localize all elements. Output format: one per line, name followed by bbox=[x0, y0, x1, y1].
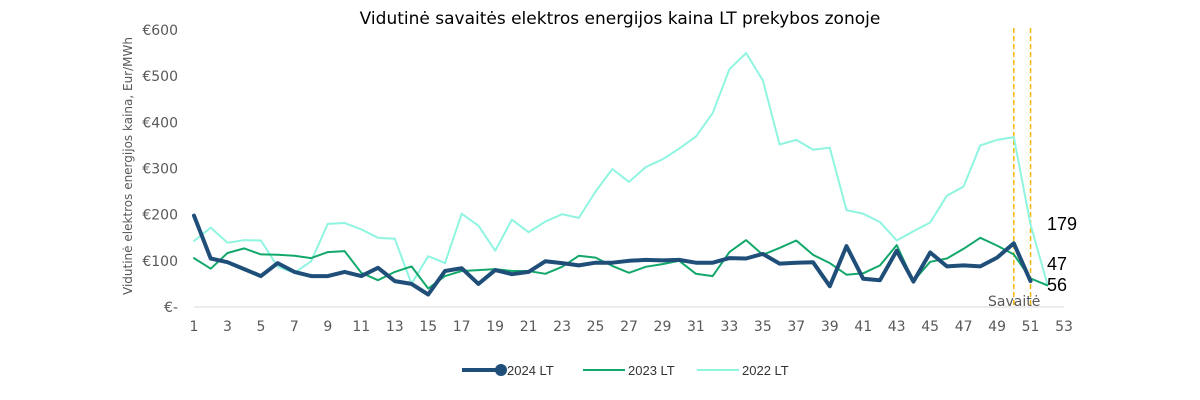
x-tick-label: 13 bbox=[386, 319, 404, 335]
x-tick-label: 5 bbox=[256, 319, 265, 335]
x-tick-label: 3 bbox=[223, 319, 232, 335]
series-line-2022-lt bbox=[193, 52, 1049, 285]
x-tick-label: 37 bbox=[787, 319, 805, 335]
y-tick-label: €300 bbox=[142, 162, 178, 178]
x-tick-label: 47 bbox=[955, 319, 973, 335]
x-tick-label: 11 bbox=[352, 319, 370, 335]
x-tick-label: 27 bbox=[620, 319, 638, 335]
x-tick-label: 53 bbox=[1055, 319, 1073, 335]
series-line-2024-lt bbox=[192, 213, 1033, 297]
y-axis-ticks: €- €100 €200 €300 €400 €500 €600 bbox=[142, 23, 178, 316]
x-tick-label: 43 bbox=[888, 319, 906, 335]
x-tick-label: 15 bbox=[419, 319, 437, 335]
y-tick-label: €500 bbox=[142, 69, 178, 85]
y-tick-label: €200 bbox=[142, 208, 178, 224]
week-marker-label: Savaitė bbox=[988, 294, 1040, 310]
end-label-2024-lt: 56 bbox=[1047, 275, 1067, 295]
x-tick-label: 39 bbox=[821, 319, 839, 335]
x-tick-label: 45 bbox=[921, 319, 939, 335]
y-tick-label: €- bbox=[164, 300, 178, 316]
x-tick-label: 7 bbox=[290, 319, 299, 335]
legend: 2024 LT 2023 LT 2022 LT bbox=[462, 363, 789, 378]
series-layer bbox=[192, 52, 1049, 297]
x-tick-label: 35 bbox=[754, 319, 772, 335]
legend-marker-2024-lt bbox=[495, 364, 507, 376]
legend-label-2022-lt: 2022 LT bbox=[742, 363, 789, 378]
end-label-2022-lt: 179 bbox=[1047, 214, 1077, 234]
y-tick-label: €400 bbox=[142, 115, 178, 131]
x-axis-ticks: 1 3 5 7 9 11 13 15 17 19 21 23 25 27 29 31 33 35 37 39 41 43 4… bbox=[190, 319, 1073, 335]
x-tick-label: 51 bbox=[1022, 319, 1040, 335]
y-axis-label: Vidutinė elektros energijos kaina, Eur/M… bbox=[121, 37, 135, 295]
x-tick-label: 17 bbox=[453, 319, 471, 335]
y-tick-label: €100 bbox=[142, 254, 178, 270]
x-tick-label: 19 bbox=[486, 319, 504, 335]
x-tick-label: 49 bbox=[988, 319, 1006, 335]
x-tick-label: 9 bbox=[323, 319, 332, 335]
legend-label-2023-lt: 2023 LT bbox=[628, 363, 675, 378]
x-tick-label: 29 bbox=[654, 319, 672, 335]
legend-label-2024-lt: 2024 LT bbox=[507, 363, 554, 378]
chart-title: Vidutinė savaitės elektros energijos kai… bbox=[360, 9, 881, 29]
x-tick-label: 25 bbox=[587, 319, 605, 335]
x-tick-label: 1 bbox=[190, 319, 199, 335]
end-label-2023-lt: 47 bbox=[1047, 254, 1067, 274]
x-tick-label: 21 bbox=[520, 319, 538, 335]
x-tick-label: 33 bbox=[720, 319, 738, 335]
x-tick-label: 23 bbox=[553, 319, 571, 335]
current-week-marker: Savaitė bbox=[988, 28, 1040, 310]
x-tick-label: 31 bbox=[687, 319, 705, 335]
x-tick-label: 41 bbox=[854, 319, 872, 335]
y-tick-label: €600 bbox=[142, 23, 178, 39]
